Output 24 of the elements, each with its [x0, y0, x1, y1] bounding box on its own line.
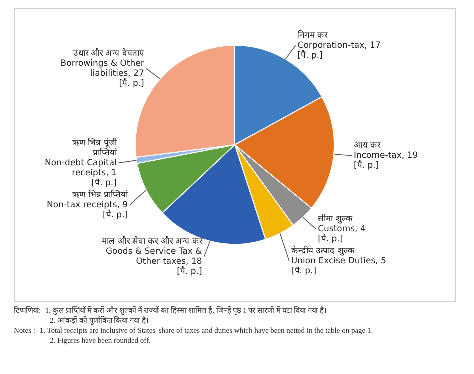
slice-label: उधार और अन्य देयताएं — [73, 48, 144, 59]
text: [पै. p.] — [318, 234, 344, 244]
text: [पै. p.] — [92, 178, 117, 188]
slice-label: आय कर — [354, 141, 382, 152]
text: [पै. p.] — [354, 161, 380, 172]
data-label: Non-debt Capital receipts, 1 — [45, 158, 117, 178]
text: [पै. p.] — [291, 266, 317, 276]
data-label: Customs, 4 — [318, 224, 366, 234]
text: [पै. p.] — [177, 267, 202, 278]
slice-label: माल और सेवा कर और अन्य कर — [102, 236, 204, 248]
slice-label: ऋण भिन्न पूंजी प्राप्तियां — [72, 137, 118, 158]
slice-label: सीमा शुल्क — [318, 213, 353, 224]
data-label: Corporation-tax, 17 — [298, 40, 381, 51]
text: [पै. p.] — [102, 210, 128, 220]
slice-label: निगम कर — [298, 30, 328, 41]
slice-label: ऋण भिन्न प्राप्तियां — [72, 189, 130, 200]
data-label: Income-tax, 19 — [354, 151, 418, 162]
text: [पै. p.] — [298, 50, 323, 61]
data-label: Goods & Service Tax & Other taxes, 18 — [106, 247, 203, 268]
slice-label: केन्द्रीय उत्पाद शुल्क — [291, 245, 355, 256]
data-label: Union Excise Duties, 5 — [291, 256, 386, 266]
data-label: Non-tax receipts, 9 — [47, 200, 128, 210]
data-label: Borrowings & Other liabilities, 27 — [60, 58, 145, 79]
text: [पै. p.] — [119, 78, 144, 89]
